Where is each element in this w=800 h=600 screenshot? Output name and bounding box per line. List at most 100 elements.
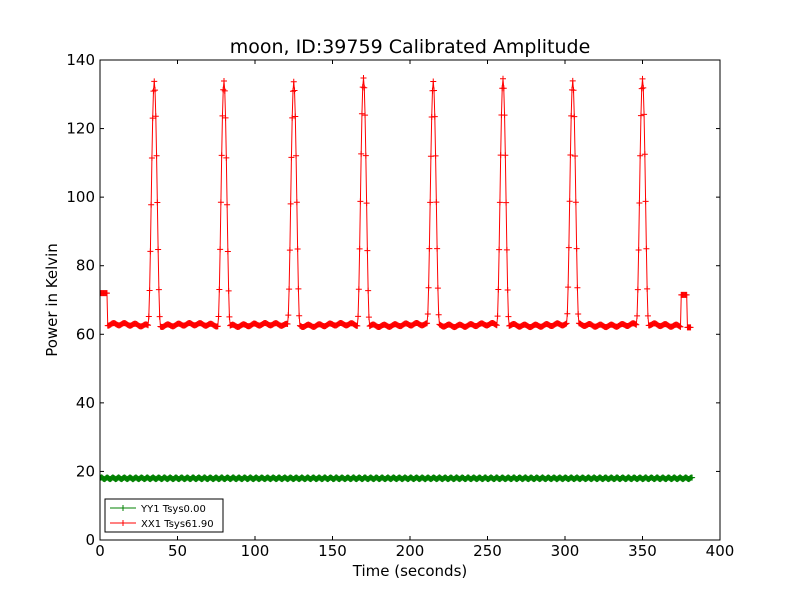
legend-marker bbox=[120, 505, 126, 511]
data-point-marker bbox=[636, 199, 643, 206]
data-point-marker bbox=[217, 199, 224, 206]
data-point-marker bbox=[433, 199, 440, 206]
data-point-marker bbox=[496, 199, 503, 206]
data-point-marker bbox=[287, 200, 294, 207]
legend-marker bbox=[120, 520, 126, 526]
data-point-marker bbox=[637, 152, 644, 159]
data-point-marker bbox=[634, 286, 641, 293]
data-point-marker bbox=[500, 85, 507, 92]
data-point-marker bbox=[355, 286, 362, 293]
data-point-marker bbox=[494, 313, 501, 320]
legend-label: XX1 Tsys61.90 bbox=[141, 519, 214, 530]
data-point-marker bbox=[147, 248, 154, 255]
data-point-marker bbox=[152, 87, 159, 94]
data-point-marker bbox=[424, 310, 431, 317]
x-axis-label: Time (seconds) bbox=[352, 562, 468, 580]
data-point-marker bbox=[566, 198, 573, 205]
data-point-marker bbox=[565, 284, 572, 291]
data-point-marker bbox=[567, 151, 574, 158]
data-point-marker bbox=[355, 313, 362, 320]
data-point-marker bbox=[361, 84, 368, 91]
data-point-marker bbox=[635, 246, 642, 253]
data-point-marker bbox=[221, 77, 227, 84]
data-point-marker bbox=[148, 154, 155, 161]
data-point-marker bbox=[285, 312, 292, 319]
y-tick-label: 20 bbox=[76, 462, 95, 480]
data-point-marker bbox=[148, 201, 155, 208]
plot-frame bbox=[99, 59, 721, 541]
data-point-marker bbox=[493, 322, 500, 329]
x-tick-label: 250 bbox=[473, 542, 502, 560]
data-point-marker bbox=[220, 86, 227, 93]
data-point-marker bbox=[572, 199, 579, 206]
y-tick-label: 80 bbox=[76, 257, 95, 275]
data-point-marker bbox=[424, 320, 431, 327]
data-point-marker bbox=[356, 245, 363, 252]
data-point-marker bbox=[354, 322, 361, 329]
x-tick-label: 350 bbox=[628, 542, 657, 560]
data-point-marker bbox=[505, 313, 512, 320]
data-point-marker bbox=[292, 113, 299, 120]
data-point-marker bbox=[103, 290, 110, 297]
data-point-marker bbox=[151, 78, 158, 85]
data-point-marker bbox=[565, 244, 572, 251]
data-point-marker bbox=[687, 324, 694, 331]
data-point-marker bbox=[644, 312, 651, 319]
data-point-marker bbox=[570, 87, 577, 94]
data-point-marker bbox=[571, 113, 578, 120]
data-point-marker bbox=[155, 246, 162, 253]
data-point-marker bbox=[146, 287, 153, 294]
data-point-marker bbox=[643, 245, 650, 252]
data-point-marker bbox=[362, 112, 369, 119]
data-point-marker bbox=[295, 285, 302, 292]
data-point-marker bbox=[224, 201, 231, 208]
data-point-marker bbox=[286, 247, 293, 254]
data-point-marker bbox=[215, 313, 222, 320]
data-point-marker bbox=[569, 77, 576, 84]
data-point-marker bbox=[286, 286, 293, 293]
data-point-marker bbox=[496, 246, 503, 253]
data-point-marker bbox=[155, 286, 162, 293]
data-point-marker bbox=[360, 74, 367, 81]
data-point-marker bbox=[639, 75, 646, 82]
data-point-marker bbox=[219, 112, 226, 119]
x-tick-label: 100 bbox=[241, 542, 270, 560]
data-point-marker bbox=[502, 152, 509, 159]
series-1 bbox=[100, 74, 694, 331]
y-axis-label: Power in Kelvin bbox=[43, 243, 61, 357]
data-point-marker bbox=[145, 322, 152, 329]
x-axis: 0 50 100 150 200 250 300 350 400 bbox=[95, 60, 734, 560]
data-point-marker bbox=[504, 286, 511, 293]
y-tick-label: 40 bbox=[76, 394, 95, 412]
y-tick-label: 100 bbox=[66, 188, 95, 206]
data-point-marker bbox=[677, 323, 684, 330]
data-point-marker bbox=[641, 111, 648, 118]
data-point-marker bbox=[432, 152, 439, 159]
data-point-marker bbox=[503, 199, 510, 206]
x-tick-label: 0 bbox=[95, 542, 105, 560]
data-point-marker bbox=[288, 154, 295, 161]
data-point-marker bbox=[574, 284, 581, 291]
data-point-marker bbox=[501, 112, 508, 119]
y-tick-label: 140 bbox=[66, 51, 95, 69]
data-point-marker bbox=[426, 245, 433, 252]
data-point-marker bbox=[689, 474, 696, 481]
data-point-marker bbox=[633, 321, 640, 328]
data-point-marker bbox=[434, 285, 441, 292]
data-point-marker bbox=[500, 75, 506, 82]
data-point-marker bbox=[434, 245, 441, 252]
series-line bbox=[100, 77, 691, 328]
data-point-marker bbox=[296, 312, 303, 319]
data-point-marker bbox=[640, 84, 647, 91]
data-point-marker bbox=[683, 291, 690, 298]
data-point-marker bbox=[364, 247, 371, 254]
data-point-marker bbox=[145, 313, 152, 320]
data-point-marker bbox=[284, 321, 291, 328]
data-point-marker bbox=[503, 246, 510, 253]
x-tick-label: 50 bbox=[168, 542, 187, 560]
data-point-marker bbox=[365, 287, 372, 294]
data-point-marker bbox=[365, 314, 372, 321]
data-point-marker bbox=[154, 199, 161, 206]
data-point-marker bbox=[363, 200, 370, 207]
